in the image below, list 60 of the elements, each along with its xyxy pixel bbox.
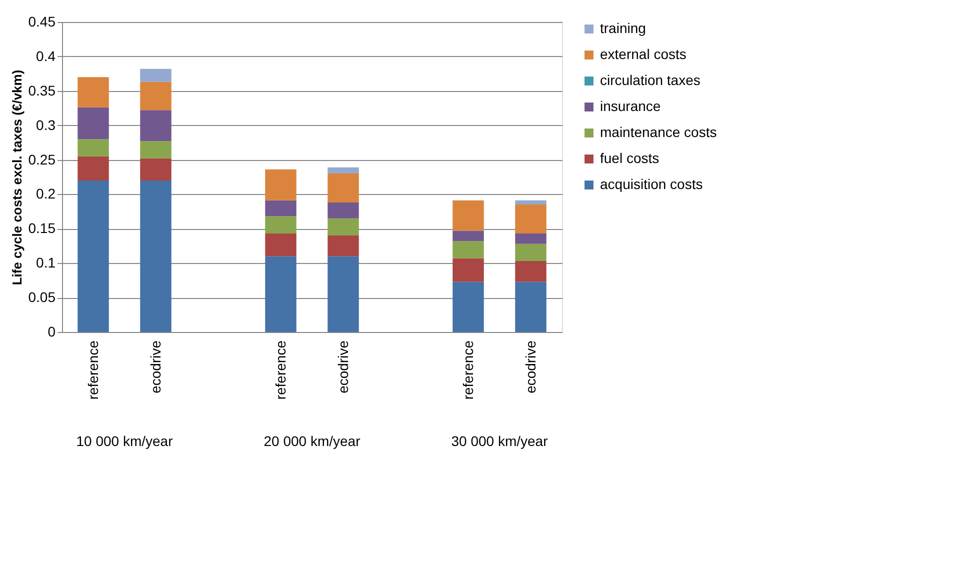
x-tick-label: reference [272, 340, 288, 400]
bar [140, 110, 172, 142]
text: 10 000 km/year [76, 433, 174, 449]
bar [78, 77, 109, 108]
bar [265, 233, 296, 256]
bar [515, 282, 546, 332]
text: 20 000 km/year [264, 433, 361, 449]
bar [452, 200, 484, 231]
bar [452, 282, 484, 332]
legend-label: fuel costs [600, 150, 660, 166]
y-tick-label: 0 [48, 324, 56, 340]
x-tick-label: reference [460, 340, 476, 400]
y-axis-title: Life cycle costs excl. taxes (€/vkm) [9, 70, 24, 286]
y-tick-label: 0.2 [36, 186, 56, 202]
bar [78, 139, 109, 156]
legend-label: external costs [600, 46, 686, 62]
bar [78, 156, 109, 180]
bar [328, 167, 359, 174]
y-tick-label: 0.35 [28, 82, 56, 98]
bar [140, 180, 172, 332]
bar [328, 218, 359, 236]
text: 30 000 km/year [451, 433, 548, 449]
legend-label: insurance [600, 98, 661, 114]
bar [265, 200, 296, 216]
bar [328, 256, 359, 332]
bar [452, 241, 484, 258]
bar [140, 141, 172, 158]
bar [452, 258, 484, 282]
y-tick-label: 0.15 [28, 220, 56, 236]
y-tick-label: 0.45 [28, 14, 56, 30]
legend-label: training [600, 20, 646, 36]
bar [328, 236, 359, 256]
bar [328, 202, 359, 218]
y-tick-label: 0.25 [28, 151, 56, 168]
bar [140, 82, 172, 110]
legend-label: maintenance costs [600, 124, 717, 140]
legend-label: circulation taxes [600, 72, 700, 88]
x-tick-label: ecodrive [147, 340, 164, 394]
x-tick-label: ecodrive [334, 340, 351, 394]
bar [265, 169, 296, 200]
bar [452, 230, 484, 242]
bar [515, 233, 546, 244]
bar [78, 107, 109, 140]
legend-label: acquisition costs [600, 176, 703, 192]
y-tick-label: 0.1 [36, 254, 56, 271]
y-tick-label: 0.05 [28, 289, 56, 306]
bar [328, 174, 359, 202]
bar [515, 204, 546, 234]
bar [515, 200, 546, 205]
y-tick-label: 0.3 [36, 116, 56, 133]
bar [140, 68, 172, 82]
bar [515, 261, 546, 282]
y-tick-label: 0.4 [36, 48, 56, 64]
x-tick-label: ecodrive [522, 340, 538, 394]
bar [515, 244, 546, 262]
bar [140, 158, 172, 180]
x-tick-label: reference [84, 340, 101, 400]
bar [265, 216, 296, 234]
bar [265, 256, 296, 332]
bar [78, 180, 109, 332]
